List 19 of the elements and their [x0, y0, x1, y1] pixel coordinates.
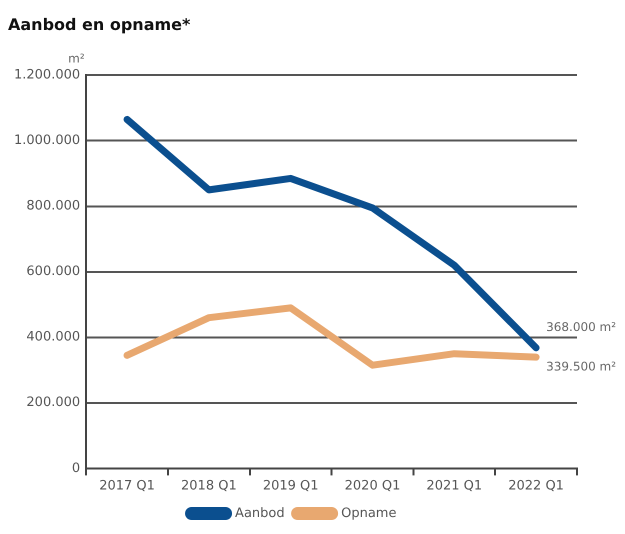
legend-label: Opname	[341, 506, 396, 521]
x-tick-label: 2018 Q1	[181, 478, 237, 494]
x-tick-label: 2017 Q1	[99, 478, 155, 494]
x-tick-label: 2021 Q1	[426, 478, 482, 494]
chart-title: Aanbod en opname*	[8, 14, 192, 34]
x-tick-label: 2019 Q1	[262, 478, 319, 494]
annotation: 339.500 m²	[546, 359, 616, 374]
y-tick-label: 200.000	[26, 395, 80, 410]
y-tick-label: 0	[72, 460, 80, 476]
y-axis-title: m²	[68, 51, 85, 66]
annotation: 368.000 m²	[546, 320, 616, 334]
y-tick-label: 800.000	[26, 198, 80, 214]
x-tick-label: 2020 Q1	[344, 478, 400, 494]
y-tick-label: 600.000	[26, 264, 80, 280]
legend-label: Aanbod	[235, 506, 285, 521]
y-tick-label: 1.200.000	[14, 68, 80, 83]
x-tick-label: 2022 Q1	[508, 478, 564, 494]
y-tick-label: 1.000.000	[14, 133, 80, 148]
y-tick-label: 400.000	[26, 330, 80, 345]
